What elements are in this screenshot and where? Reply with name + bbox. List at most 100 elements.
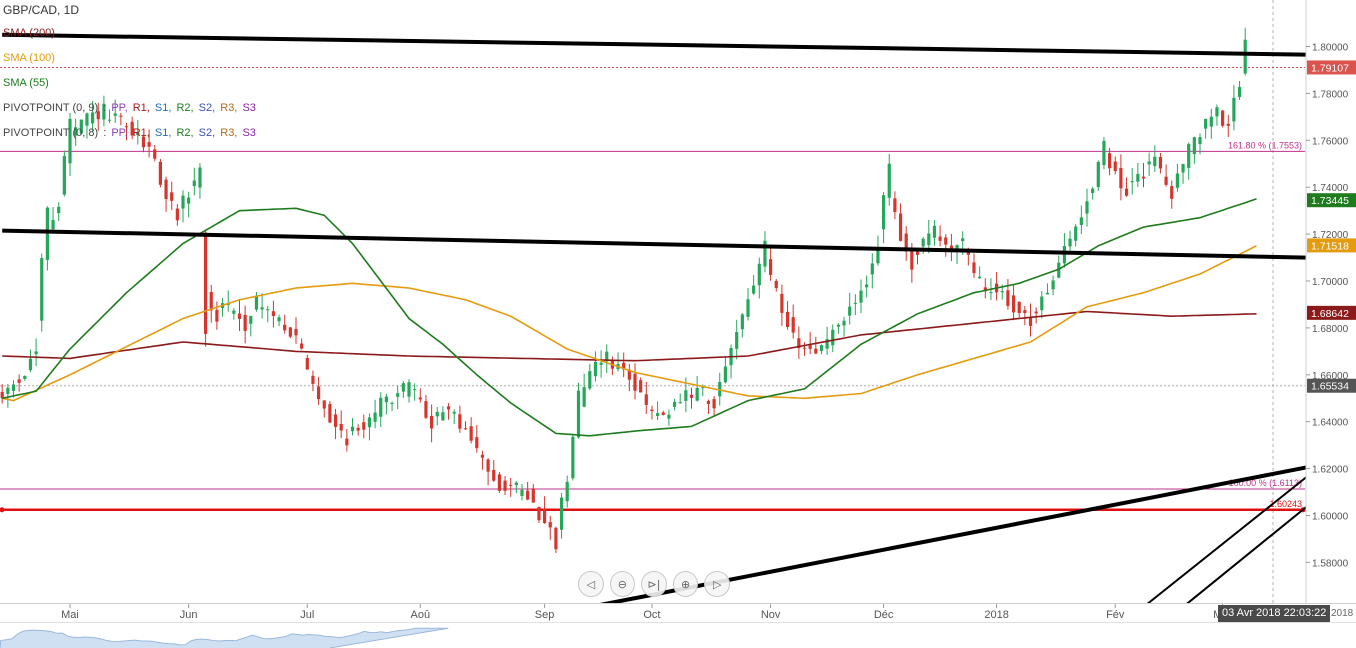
candle-body[interactable] — [684, 390, 688, 401]
candle-body[interactable] — [469, 426, 473, 441]
candle-body[interactable] — [780, 293, 784, 313]
candle-body[interactable] — [701, 387, 705, 389]
candle-body[interactable] — [288, 327, 292, 337]
candle-body[interactable] — [1158, 157, 1163, 169]
candle-body[interactable] — [209, 292, 213, 311]
candle-body[interactable] — [107, 119, 112, 121]
candle-body[interactable] — [1034, 311, 1038, 314]
candle-body[interactable] — [887, 163, 891, 198]
candle-body[interactable] — [876, 248, 880, 264]
candle-body[interactable] — [1006, 290, 1010, 306]
candle-body[interactable] — [356, 427, 360, 431]
candle-body[interactable] — [752, 285, 756, 294]
candle-body[interactable] — [232, 310, 236, 314]
candle-body[interactable] — [317, 386, 321, 400]
candle-body[interactable] — [40, 258, 44, 321]
candle-body[interactable] — [373, 412, 377, 422]
candle-body[interactable] — [277, 317, 281, 322]
candle-body[interactable] — [91, 112, 95, 124]
legend-sma200[interactable]: SMA (200) — [3, 27, 55, 39]
candle-body[interactable] — [848, 306, 852, 316]
candle-body[interactable] — [559, 497, 564, 530]
candle-body[interactable] — [537, 506, 541, 521]
candle-body[interactable] — [656, 413, 660, 416]
candle-body[interactable] — [972, 262, 976, 274]
candle-body[interactable] — [164, 179, 168, 199]
candle-body[interactable] — [407, 382, 411, 397]
candle-body[interactable] — [113, 113, 117, 116]
candle-body[interactable] — [130, 121, 134, 136]
candle-body[interactable] — [328, 403, 332, 423]
candle-body[interactable] — [1108, 153, 1112, 169]
candle-body[interactable] — [910, 248, 914, 270]
candle-body[interactable] — [266, 309, 270, 311]
candle-body[interactable] — [192, 180, 196, 187]
candle-body[interactable] — [989, 292, 993, 294]
candle-body[interactable] — [1226, 123, 1230, 126]
candle-body[interactable] — [198, 167, 202, 188]
candle-body[interactable] — [243, 314, 247, 331]
candle-body[interactable] — [1023, 310, 1027, 314]
candle-body[interactable] — [1079, 217, 1083, 225]
candle-body[interactable] — [1209, 116, 1213, 127]
candle-body[interactable] — [1068, 238, 1072, 247]
candle-body[interactable] — [1119, 167, 1123, 189]
candle-body[interactable] — [204, 232, 208, 334]
trendline-middle-resistance[interactable] — [2, 228, 1356, 261]
candle-body[interactable] — [322, 400, 326, 409]
candle-body[interactable] — [333, 414, 338, 427]
candle-body[interactable] — [350, 426, 355, 432]
candle-body[interactable] — [644, 394, 648, 405]
candle-body[interactable] — [486, 459, 490, 472]
candle-body[interactable] — [650, 409, 654, 412]
navigator-series[interactable] — [0, 627, 449, 648]
candle-body[interactable] — [51, 219, 55, 230]
candle-body[interactable] — [249, 316, 253, 324]
candle-body[interactable] — [1153, 156, 1157, 167]
candle-body[interactable] — [791, 317, 795, 333]
candle-body[interactable] — [526, 490, 530, 500]
candle-body[interactable] — [136, 132, 140, 136]
candle-body[interactable] — [102, 103, 106, 120]
candle-body[interactable] — [949, 245, 953, 249]
candle-body[interactable] — [503, 480, 507, 491]
candle-body[interactable] — [588, 371, 592, 389]
candle-body[interactable] — [661, 412, 665, 415]
candle-body[interactable] — [1130, 181, 1134, 183]
candle-body[interactable] — [944, 237, 948, 245]
candle-body[interactable] — [808, 345, 812, 349]
candle-body[interactable] — [565, 481, 569, 502]
legend-sma55[interactable]: SMA (55) — [3, 77, 49, 89]
candle-body[interactable] — [34, 351, 38, 355]
candle-body[interactable] — [435, 411, 439, 417]
candle-body[interactable] — [1198, 137, 1202, 145]
candle-body[interactable] — [1074, 226, 1078, 241]
candle-body[interactable] — [554, 527, 558, 550]
candle-body[interactable] — [898, 213, 903, 241]
candle-body[interactable] — [1102, 140, 1106, 166]
candle-body[interactable] — [740, 314, 744, 330]
candle-body[interactable] — [763, 240, 767, 267]
candle-body[interactable] — [865, 284, 869, 288]
candle-body[interactable] — [961, 238, 965, 242]
legend-sma100[interactable]: SMA (100) — [3, 52, 55, 64]
candle-body[interactable] — [300, 343, 304, 349]
candle-body[interactable] — [85, 113, 89, 126]
candle-body[interactable] — [1062, 246, 1066, 264]
candle-body[interactable] — [915, 251, 920, 255]
candle-body[interactable] — [463, 428, 468, 430]
candle-body[interactable] — [904, 233, 908, 252]
candle-body[interactable] — [1124, 188, 1129, 196]
candle-body[interactable] — [514, 482, 518, 486]
candle-body[interactable] — [475, 437, 479, 449]
candle-body[interactable] — [1045, 292, 1050, 295]
candle-body[interactable] — [1232, 97, 1236, 122]
candle-body[interactable] — [124, 126, 129, 128]
candles[interactable] — [0, 27, 1247, 554]
candle-body[interactable] — [79, 119, 83, 134]
candle-body[interactable] — [11, 384, 16, 391]
candle-body[interactable] — [1028, 316, 1033, 326]
candle-body[interactable] — [181, 195, 185, 209]
candle-body[interactable] — [379, 397, 383, 417]
candle-body[interactable] — [1011, 295, 1016, 313]
